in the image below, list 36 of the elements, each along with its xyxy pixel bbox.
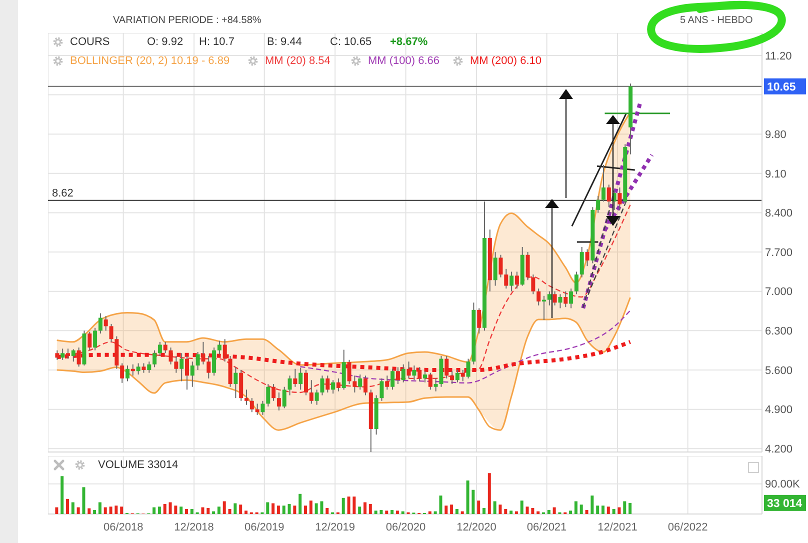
x-tick-label: 06/2022: [668, 521, 708, 534]
chart-subtitle: 5 ANS - HEBDO: [680, 15, 753, 26]
y-tick-label: 8.400: [765, 208, 793, 220]
annotation: O: 9.92: [147, 36, 184, 48]
y-tick-label: 5.600: [765, 364, 793, 377]
annotation: B: 9.44: [267, 36, 302, 48]
y-tick-label: 4.200: [765, 443, 793, 456]
y-tick-label: 11.20: [765, 50, 792, 62]
x-tick-label: 06/2019: [244, 521, 284, 534]
text: MM (100) 6.66: [368, 54, 440, 66]
y-tick-label: 6.300: [765, 326, 793, 338]
x-tick-label: 06/2018: [103, 521, 144, 534]
x-tick-label: 12/2021: [598, 521, 638, 534]
ref-line-label: 8.62: [52, 187, 74, 200]
x-tick-label: 12/2020: [456, 521, 496, 534]
text: 33 014: [767, 498, 803, 510]
text: MM (20) 8.54: [265, 54, 330, 66]
y-tick-label: 7.000: [765, 286, 793, 298]
annotation: COURS: [70, 36, 110, 48]
x-tick-label: 12/2018: [174, 521, 214, 534]
x-tick-label: 06/2020: [386, 521, 426, 534]
annotation: +8.67%: [390, 36, 428, 48]
y-tick-label: 90.00K: [765, 478, 801, 491]
y-tick-label: 4.900: [765, 404, 793, 416]
y-tick-label: 7.700: [765, 246, 793, 259]
text: 10.65: [767, 81, 796, 94]
text: MM (200) 6.10: [470, 54, 542, 66]
annotation: H: 10.7: [199, 36, 234, 48]
text: BOLLINGER (20, 2) 10.19 - 6.89: [70, 54, 230, 66]
x-tick-label: 06/2021: [526, 521, 567, 534]
y-tick-label: 9.80: [765, 128, 786, 141]
chart-title: VARIATION PERIODE : +84.58%: [113, 15, 262, 26]
y-tick-label: 9.10: [765, 168, 786, 180]
x-tick-label: 12/2019: [315, 521, 355, 534]
annotation: VOLUME 33014: [98, 458, 178, 470]
annotation: C: 10.65: [330, 36, 372, 48]
